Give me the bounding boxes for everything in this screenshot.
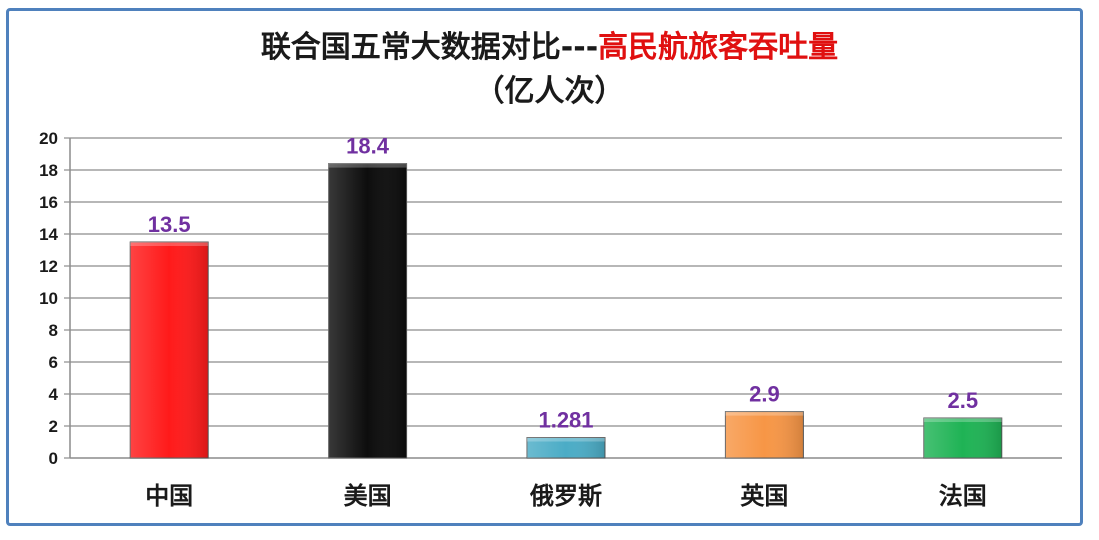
y-tick-label: 4	[49, 385, 59, 404]
chart-title-part1: 联合国五常大数据对比---	[260, 30, 599, 65]
category-label: 英国	[740, 482, 788, 510]
bar-cap	[527, 437, 605, 442]
bar-cap	[328, 163, 407, 168]
bar-cap	[130, 242, 209, 246]
y-tick-label: 16	[39, 193, 58, 212]
bar-shade	[328, 163, 407, 458]
bar-shade	[527, 437, 605, 458]
chart-title: 联合国五常大数据对比---高民航旅客吞吐量	[0, 22, 1099, 66]
category-label: 俄罗斯	[529, 482, 602, 510]
data-label: 18.4	[346, 134, 390, 159]
y-tick-label: 12	[39, 257, 58, 276]
data-label: 1.281	[538, 408, 593, 433]
y-tick-label: 8	[49, 321, 58, 340]
bar-cap	[725, 411, 804, 416]
chart-subtitle: （亿人次）	[474, 74, 625, 109]
category-label: 美国	[344, 482, 392, 510]
y-tick-label: 10	[39, 289, 58, 308]
chart-title-part2: 高民航旅客吞吐量	[598, 30, 839, 65]
data-label: 13.5	[148, 212, 191, 237]
y-tick-label: 2	[49, 417, 58, 436]
category-label: 中国	[145, 482, 193, 510]
y-tick-label: 18	[39, 161, 58, 180]
y-tick-label: 0	[49, 449, 58, 468]
category-label: 法国	[939, 482, 987, 510]
bar-shade	[725, 411, 804, 458]
data-label: 2.5	[948, 388, 979, 413]
y-tick-label: 14	[39, 225, 58, 244]
data-label: 2.9	[749, 382, 780, 407]
bar-cap	[923, 418, 1002, 422]
bar-shade	[130, 242, 209, 458]
y-tick-label: 6	[49, 353, 58, 372]
bar-shade	[923, 418, 1002, 458]
y-tick-label: 20	[39, 129, 58, 148]
